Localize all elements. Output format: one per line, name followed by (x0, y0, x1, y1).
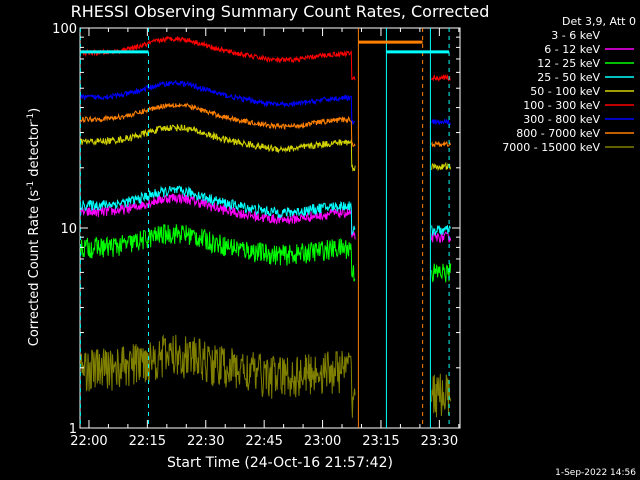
legend-label: 100 - 300 keV (523, 99, 600, 112)
legend-label: 800 - 7000 keV (516, 127, 600, 140)
x-tick-label: 22:15 (129, 434, 166, 449)
series-line (79, 224, 452, 283)
series-line (79, 124, 452, 172)
series-line (79, 185, 452, 237)
x-axis-title: Start Time (24-Oct-16 21:57:42) (167, 455, 393, 471)
footer-timestamp: 1-Sep-2022 14:56 (555, 468, 636, 478)
series-line (79, 334, 452, 418)
legend-label: 12 - 25 keV (537, 57, 600, 70)
series-layer (79, 35, 452, 418)
y-tick-label: 100 (52, 22, 77, 37)
legend-label: 25 - 50 keV (537, 71, 600, 84)
x-tick-label: 23:30 (421, 434, 458, 449)
legend-label: 3 - 6 keV (551, 29, 600, 42)
y-axis-title-mid: detector (27, 121, 42, 181)
y-axis-title-main: Corrected Count Rate (s (27, 190, 42, 347)
legend-label: 7000 - 15000 keV (502, 141, 600, 154)
legend-label: 6 - 12 keV (544, 43, 600, 56)
x-tick-label: 23:00 (304, 434, 341, 449)
y-tick-label: 10 (60, 222, 77, 237)
marker-layer (79, 28, 450, 428)
chart-title: RHESSI Observing Summary Count Rates, Co… (71, 2, 490, 21)
x-tick-label: 22:45 (245, 434, 282, 449)
x-tick-label: 22:30 (187, 434, 224, 449)
y-axis-title: Corrected Count Rate (s-1 detector-1) (26, 108, 42, 346)
series-line (79, 102, 452, 148)
x-tick-label: 22:00 (70, 434, 107, 449)
series-line (79, 163, 452, 277)
legend-label: 300 - 800 keV (523, 113, 600, 126)
y-axis-title-sup1: -1 (26, 181, 36, 190)
series-line (80, 79, 452, 126)
x-tick-label: 23:15 (362, 434, 399, 449)
axis-layer: 1 10 100 22:00 22:15 22:30 22:45 23:00 23:15 23:3… (52, 22, 460, 449)
y-tick-label: 1 (69, 422, 77, 437)
legend-label: 50 - 100 keV (530, 85, 600, 98)
legend-header: Det 3,9, Att 0 (562, 15, 636, 28)
y-axis-title-end: ) (27, 108, 42, 113)
y-axis-title-sup2: -1 (26, 113, 36, 122)
